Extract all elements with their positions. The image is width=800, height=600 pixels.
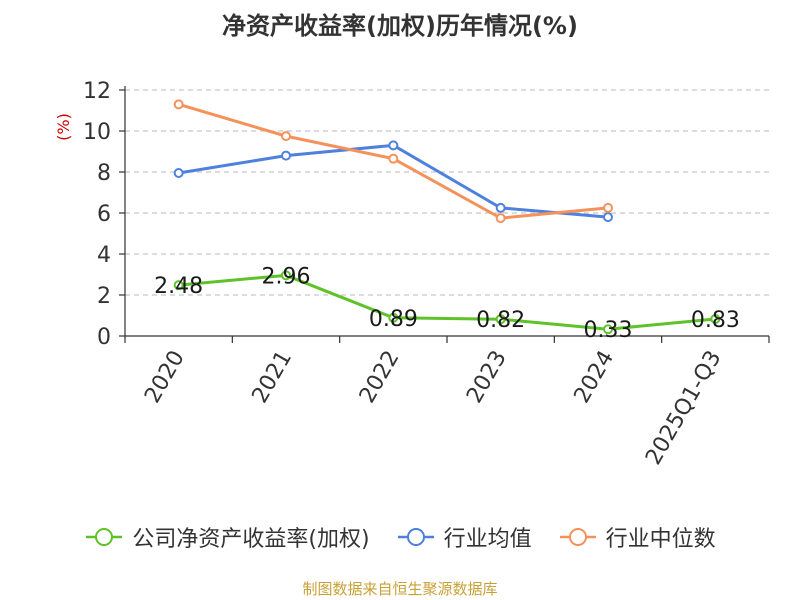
series-2-point-2021 <box>281 131 291 142</box>
x-tick-label-2022: 2022 <box>355 347 405 408</box>
grid-layer <box>125 89 769 296</box>
x-tick-label-2021: 2021 <box>248 347 298 408</box>
series-2-point-2024 <box>603 202 613 213</box>
data-label-2020: 2.48 <box>154 274 203 299</box>
data-label-2025Q1-Q3: 0.83 <box>691 308 740 333</box>
series-0-point-2021 <box>281 270 291 281</box>
x-tick-label-2023: 2023 <box>462 346 512 407</box>
legend-item-company[interactable]: 公司净资产收益率(加权) <box>84 521 370 553</box>
series-1-point-2024 <box>603 212 613 223</box>
series-line-0 <box>178 273 716 331</box>
legend-item-industry-median[interactable]: 行业中位数 <box>558 521 716 553</box>
legend-label-industry-median: 行业中位数 <box>605 527 716 552</box>
series-0-point-2023 <box>495 314 506 325</box>
data-label-2023: 0.82 <box>476 308 525 333</box>
y-tick-label-4: 4 <box>97 243 111 268</box>
series-1-point-2021 <box>281 150 291 161</box>
plot-area: 0 2 4 6 8 10 12 (%) 2020 2021 2022 2023 2024 2025Q1-Q… <box>54 79 770 470</box>
series-0-point-2020 <box>173 280 184 291</box>
legend-label-industry-mean: 行业均值 <box>443 527 532 552</box>
series-0-point-2025Q1-Q3 <box>710 313 721 324</box>
y-tick-label-12: 12 <box>83 79 111 104</box>
legend-label-company: 公司净资产收益率(加权) <box>132 527 370 552</box>
y-tick-label-2: 2 <box>97 284 111 309</box>
label-layer: 2.48 2.96 0.89 0.82 0.33 0.83 <box>154 264 740 343</box>
y-tick-label-0: 0 <box>97 325 111 350</box>
legend-marker-industry-mean <box>397 528 434 546</box>
series-1-point-2023 <box>495 202 506 213</box>
legend-item-industry-mean[interactable]: 行业均值 <box>396 521 532 553</box>
legend: 公司净资产收益率(加权) 行业均值 行业中位数 <box>0 520 800 554</box>
series-2-point-2020 <box>173 99 184 110</box>
data-source-note: 制图数据来自恒生聚源数据库 <box>302 580 498 598</box>
series-0-point-2024 <box>603 324 613 335</box>
chart-title: 净资产收益率(加权)历年情况(%) <box>222 12 578 40</box>
series-1-point-2020 <box>173 168 184 179</box>
x-tick-label-2020: 2020 <box>140 347 190 408</box>
series-2-point-2023 <box>495 213 506 224</box>
y-tick-label-10: 10 <box>83 120 111 145</box>
series-layer <box>173 99 721 335</box>
y-axis-label: (%) <box>54 113 73 141</box>
x-tick-label-2024: 2024 <box>570 347 620 408</box>
x-tick-label-2025Q1-Q3: 2025Q1-Q3 <box>641 347 726 470</box>
legend-marker-company <box>86 528 123 546</box>
series-0-point-2022 <box>388 312 399 323</box>
data-label-2022: 0.89 <box>369 307 418 332</box>
series-2-point-2022 <box>388 153 399 164</box>
series-1-point-2022 <box>388 140 399 151</box>
y-tick-label-8: 8 <box>97 161 111 186</box>
data-label-2024: 0.33 <box>584 318 633 343</box>
legend-marker-industry-median <box>559 528 596 546</box>
data-label-2021: 2.96 <box>262 264 311 289</box>
y-tick-label-6: 6 <box>97 202 111 227</box>
